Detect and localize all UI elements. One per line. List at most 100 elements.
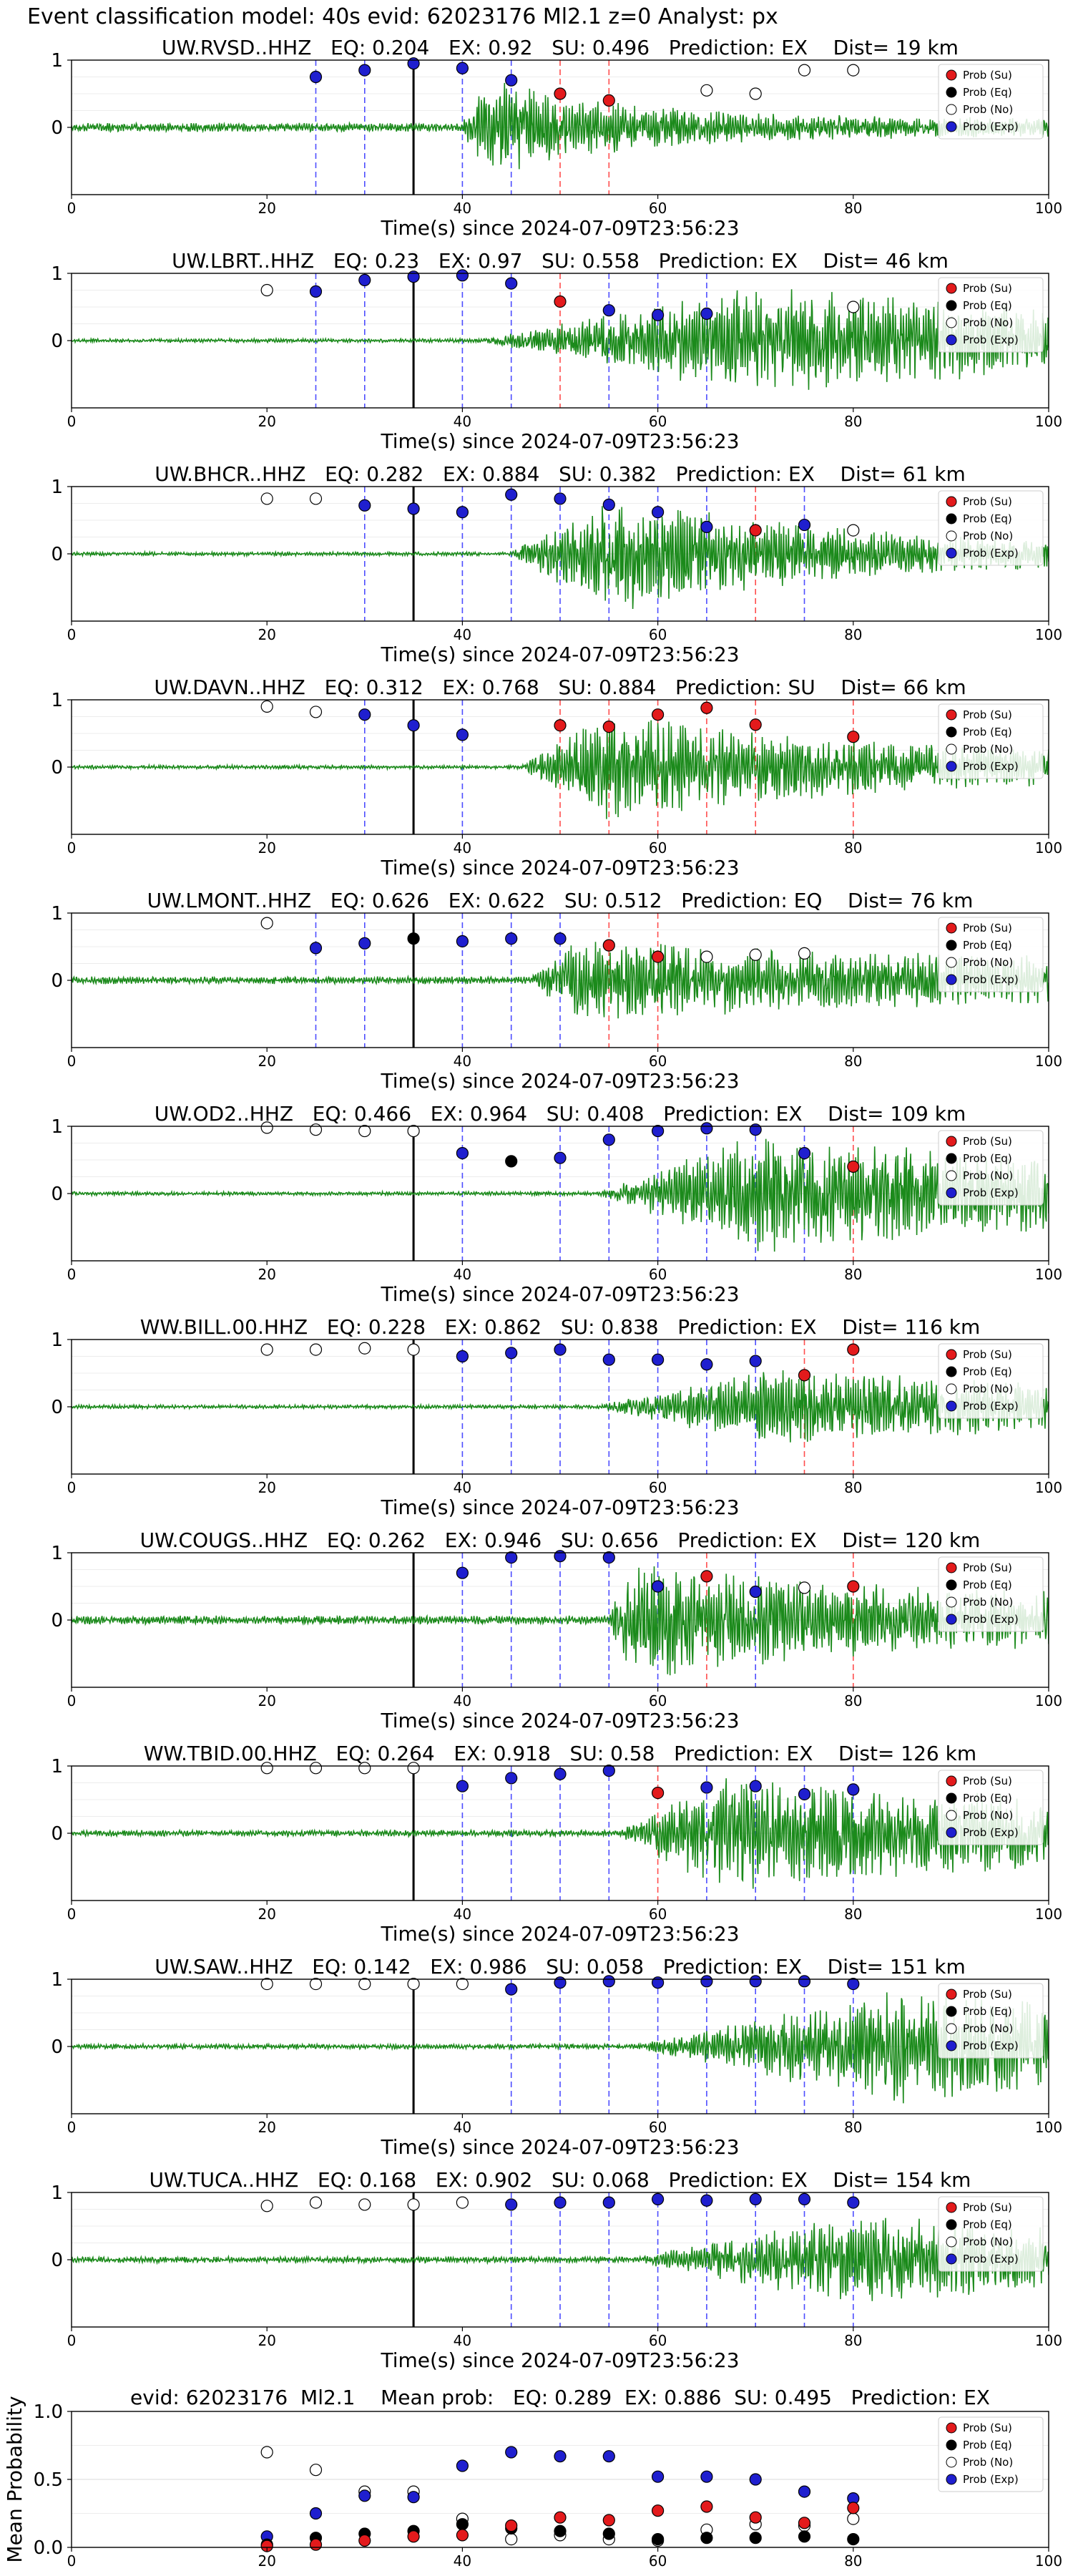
legend-box	[938, 277, 1044, 353]
prob-marker-no	[847, 301, 860, 313]
x-tick-label: 80	[844, 1053, 862, 1070]
x-tick-label: 40	[454, 200, 471, 217]
prob-marker-exp	[456, 1780, 469, 1792]
prob-marker-exp	[456, 1146, 469, 1160]
mean-marker-exp	[554, 2450, 567, 2463]
x-axis-label: Time(s) since 2024-07-09T23:56:23	[380, 1069, 739, 1093]
prob-marker-exp	[554, 2196, 567, 2209]
x-tick-label: 80	[844, 839, 862, 857]
prob-marker-su	[749, 718, 762, 731]
prob-marker-exp	[651, 308, 665, 321]
legend-label-eq: Prob (Eq)	[963, 2218, 1012, 2231]
mean-marker-eq	[798, 2530, 811, 2543]
x-tick-label: 60	[649, 1906, 667, 1923]
prob-marker-no	[749, 87, 762, 100]
prob-marker-exp	[505, 1551, 518, 1564]
legend-box	[938, 64, 1044, 140]
waveform-panel: UW.OD2..HHZ EQ: 0.466 EX: 0.964 SU: 0.40…	[51, 1102, 1062, 1306]
x-tick-label: 80	[844, 1266, 862, 1283]
prob-marker-exp	[505, 932, 518, 945]
legend-label-su: Prob (Su)	[963, 1348, 1012, 1361]
mean-marker-exp	[749, 2473, 762, 2486]
x-tick-label: 0	[67, 1266, 77, 1283]
x-tick-label: 60	[649, 2552, 667, 2570]
prob-marker-no	[260, 1343, 273, 1356]
legend-label-eq: Prob (Eq)	[963, 1792, 1012, 1805]
legend: Prob (Su) Prob (Eq) Prob (No) Prob (Exp)	[938, 490, 1044, 566]
x-tick-label: 80	[844, 1906, 862, 1923]
legend-marker-exp	[946, 1400, 957, 1412]
y-tick-label: 1	[51, 1969, 63, 1991]
mean-marker-exp	[700, 2470, 713, 2483]
legend-marker-eq	[946, 1792, 957, 1804]
legend-marker-no	[946, 530, 957, 542]
x-tick-label: 20	[258, 1053, 275, 1070]
y-tick-label: 0	[51, 2250, 63, 2271]
prob-marker-exp	[456, 62, 469, 74]
legend-marker-no	[946, 957, 957, 968]
prob-marker-exp	[456, 269, 469, 282]
prob-marker-no	[847, 64, 860, 77]
legend-label-no: Prob (No)	[963, 316, 1013, 329]
prob-marker-no	[700, 950, 713, 963]
legend-marker-su	[946, 1136, 957, 1147]
mean-marker-exp	[309, 2507, 323, 2520]
seismogram-trace	[72, 506, 1049, 610]
prob-marker-exp	[456, 1350, 469, 1363]
legend-marker-eq	[946, 2006, 957, 2017]
x-axis-label: Time(s) since 2024-07-09T23:56:23	[380, 2348, 739, 2372]
y-tick-label: 1	[51, 1330, 63, 1351]
x-tick-label: 40	[454, 2552, 471, 2570]
y-tick-label: 0.5	[34, 2469, 63, 2491]
legend-label-su: Prob (Su)	[963, 495, 1012, 508]
waveform-panel: WW.TBID.00.HHZ EQ: 0.264 EX: 0.918 SU: 0…	[51, 1742, 1062, 1946]
x-tick-label: 100	[1035, 200, 1062, 217]
y-tick-label: 0	[51, 1823, 63, 1845]
x-tick-label: 100	[1035, 839, 1062, 857]
x-tick-label: 0	[67, 839, 77, 857]
mean-marker-su	[505, 2519, 518, 2532]
mean-marker-eq	[700, 2532, 713, 2545]
x-tick-label: 0	[67, 1906, 77, 1923]
x-tick-label: 40	[454, 1053, 471, 1070]
prob-marker-su	[798, 1369, 811, 1382]
mean-marker-exp	[407, 2491, 420, 2504]
mean-marker-eq	[651, 2533, 665, 2546]
legend-marker-eq	[946, 2439, 957, 2451]
legend-label-su: Prob (Su)	[963, 69, 1012, 82]
seismogram-trace	[72, 289, 1049, 390]
legend-label-exp: Prob (Exp)	[963, 1186, 1019, 1199]
y-tick-label: 1	[51, 1116, 63, 1138]
x-tick-label: 100	[1035, 1266, 1062, 1283]
waveform-panel: WW.BILL.00.HHZ EQ: 0.228 EX: 0.862 SU: 0…	[51, 1315, 1062, 1519]
mean-marker-su	[260, 2540, 273, 2552]
prob-marker-exp	[407, 502, 420, 515]
x-axis-label: Time(s) since 2024-07-09T23:56:23	[380, 856, 739, 879]
legend-marker-no	[946, 2457, 957, 2468]
x-tick-label: 40	[454, 1479, 471, 1496]
panel-title: UW.DAVN..HHZ EQ: 0.312 EX: 0.768 SU: 0.8…	[154, 675, 966, 699]
legend-marker-eq	[946, 1579, 957, 1591]
prob-marker-no	[309, 492, 323, 505]
legend-marker-eq	[946, 300, 957, 311]
legend-label-exp: Prob (Exp)	[963, 2253, 1019, 2265]
legend-marker-su	[946, 2422, 957, 2434]
mean-marker-exp	[358, 2489, 371, 2502]
x-axis-label: Time(s) since 2024-07-09T23:56:23	[380, 429, 739, 453]
seismogram-trace	[72, 82, 1049, 170]
legend-box	[938, 1983, 1044, 2059]
prob-marker-no	[700, 84, 713, 97]
legend-label-exp: Prob (Exp)	[963, 1613, 1019, 1626]
x-tick-label: 0	[67, 2332, 77, 2349]
x-tick-label: 60	[649, 1266, 667, 1283]
prob-marker-exp	[358, 708, 371, 721]
legend-label-no: Prob (No)	[963, 956, 1013, 969]
prob-marker-exp	[602, 1551, 615, 1564]
prob-marker-no	[407, 1124, 420, 1138]
prob-marker-exp	[456, 1566, 469, 1579]
y-tick-label: 0	[51, 544, 63, 565]
prob-marker-no	[309, 1123, 323, 1136]
mean-marker-eq	[554, 2524, 567, 2537]
legend-marker-exp	[946, 547, 957, 559]
prob-marker-exp	[358, 937, 371, 950]
